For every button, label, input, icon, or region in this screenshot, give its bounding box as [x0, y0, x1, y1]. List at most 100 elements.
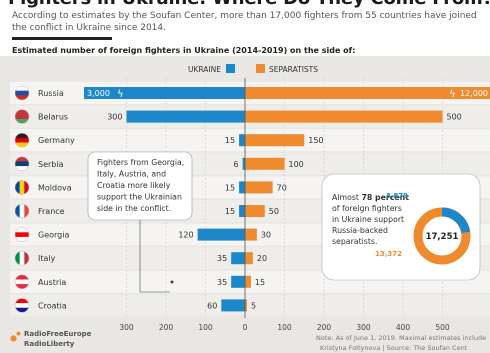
legend-swatch-separatists: [256, 64, 265, 73]
legend-swatch-ukraine: [226, 64, 235, 73]
x-tick-label: 0: [243, 323, 248, 332]
x-tick-label: 300: [356, 323, 371, 332]
value-label-ukraine: 300: [107, 113, 122, 122]
axis-break-icon: ϟ: [449, 89, 456, 100]
flag-serbia-icon: [15, 161, 29, 167]
bar-separatists-croatia: [245, 299, 247, 312]
flag-outline: [14, 274, 30, 290]
category-label-russia: Russia: [38, 89, 64, 98]
flag-austria-icon: [15, 284, 29, 289]
value-label-ukraine: 35: [217, 254, 227, 263]
bar-separatists-serbia: [245, 157, 285, 170]
flag-georgia-icon: [15, 227, 29, 233]
bar-separatists-georgia: [245, 228, 257, 241]
logo-line-2: RadioLiberty: [24, 340, 75, 348]
bar-ukraine-germany: [239, 134, 245, 147]
value-label-ukraine: 3,000: [87, 89, 110, 98]
flag-outline: [14, 156, 30, 172]
page-subtitle: According to estimates by the Soufan Cen…: [12, 11, 477, 33]
callout-text-line: Croatia more likely: [97, 181, 171, 190]
flag-serbia-icon: [15, 156, 29, 162]
legend-label-separatists: SEPARATISTS: [269, 65, 318, 74]
category-label-serbia: Serbia: [38, 160, 64, 169]
value-label-separatists: 12,000: [460, 89, 488, 98]
row-band: [10, 294, 490, 317]
value-label-ukraine: 35: [217, 278, 227, 287]
x-tick-label: 100: [198, 323, 213, 332]
value-label-ukraine: 6: [234, 160, 239, 169]
donut-text-line: separatists.: [332, 237, 377, 246]
flag-belarus-icon: [15, 114, 29, 120]
bar-separatists-france: [245, 205, 265, 217]
bar-separatists-belarus: [245, 110, 443, 123]
flag-outline: [14, 203, 30, 219]
x-tick-label: 100: [277, 323, 292, 332]
bar-separatists-moldova: [245, 181, 273, 194]
x-tick-label: 300: [119, 323, 134, 332]
flag-italy-icon: [19, 251, 25, 266]
value-label-separatists: 50: [269, 207, 279, 216]
header: Fighters in Ukraine: Where Do They Come …: [0, 0, 490, 55]
legend-label-ukraine: UKRAINE: [188, 65, 221, 74]
value-label-ukraine: 120: [178, 231, 193, 240]
flag-russia-icon: [15, 95, 29, 100]
value-label-separatists: 15: [255, 278, 265, 287]
flag-italy-icon: [24, 251, 29, 266]
bar-separatists-italy: [245, 252, 253, 265]
flag-outline: [14, 250, 30, 266]
flag-france-icon: [24, 204, 29, 218]
x-tick-label: 500: [435, 323, 450, 332]
bar-ukraine-belarus: [126, 110, 245, 123]
axis-break-icon: ϟ: [117, 89, 124, 100]
category-label-belarus: Belarus: [38, 113, 68, 122]
chart-panel: UKRAINE SEPARATISTS Russia 3,000 ϟ 12,000 ϟ Bel…: [0, 56, 490, 353]
flag-belarus-icon: [15, 118, 29, 124]
flag-moldova-icon: [15, 180, 20, 195]
category-label-france: France: [38, 207, 65, 216]
flag-belarus-icon: [15, 109, 29, 115]
donut-ukraine-arc: [413, 207, 471, 265]
bar-separatists-germany: [245, 134, 305, 147]
flag-germany-icon: [15, 142, 29, 148]
callout-text-line: support the Ukrainian: [97, 193, 182, 202]
flag-russia-icon: [15, 86, 29, 91]
category-label-austria: Austria: [38, 278, 66, 287]
flag-outline: [14, 132, 30, 148]
callout-text-line: Fighters from Georgia,: [97, 158, 184, 167]
bar-ukraine-austria: [231, 275, 245, 288]
donut-separatists-label: 13,372: [375, 250, 402, 258]
bar-ukraine-russia: [84, 87, 245, 99]
donut-text-line: in Ukraine support: [332, 215, 404, 224]
chart-title: Estimated number of foreign fighters in …: [12, 46, 356, 55]
value-label-ukraine: 15: [225, 207, 235, 216]
value-label-separatists: 5: [251, 301, 256, 310]
x-tick-label: 200: [159, 323, 174, 332]
flag-outline: [14, 109, 30, 124]
flag-croatia-icon: [15, 307, 29, 313]
flag-georgia-icon: [15, 232, 29, 238]
value-label-ukraine: 15: [225, 183, 235, 192]
flag-italy-icon: [15, 251, 20, 266]
value-label-separatists: 30: [261, 231, 271, 240]
flag-outline: [14, 298, 30, 313]
flag-outline: [14, 180, 30, 195]
callout-text-line: side in the conflict.: [97, 204, 171, 213]
footer-note: Note: As of June 1, 2019. Maximal estima…: [316, 334, 487, 342]
value-label-separatists: 500: [447, 113, 462, 122]
bar-ukraine-croatia: [221, 299, 245, 312]
callout-text-line: Italy, Austria, and: [97, 170, 166, 179]
donut-text-line: Almost 78 percent: [332, 193, 409, 202]
rfe-logo-icon: [10, 330, 22, 342]
bar-ukraine-georgia: [197, 228, 245, 241]
flag-austria-icon: [15, 274, 29, 280]
flag-france-icon: [15, 204, 20, 218]
bar-separatists-russia: [245, 87, 490, 99]
callout-dot: [170, 280, 174, 284]
flag-serbia-icon: [15, 166, 29, 171]
footer-credit: Kristyna Foltynova | Source: The Soufan …: [320, 344, 468, 352]
flag-austria-icon: [15, 279, 29, 285]
x-tick-label: 400: [396, 323, 411, 332]
flag-germany-icon: [15, 137, 29, 143]
bar-ukraine-france: [239, 205, 245, 217]
donut-total: 17,251: [426, 232, 459, 242]
